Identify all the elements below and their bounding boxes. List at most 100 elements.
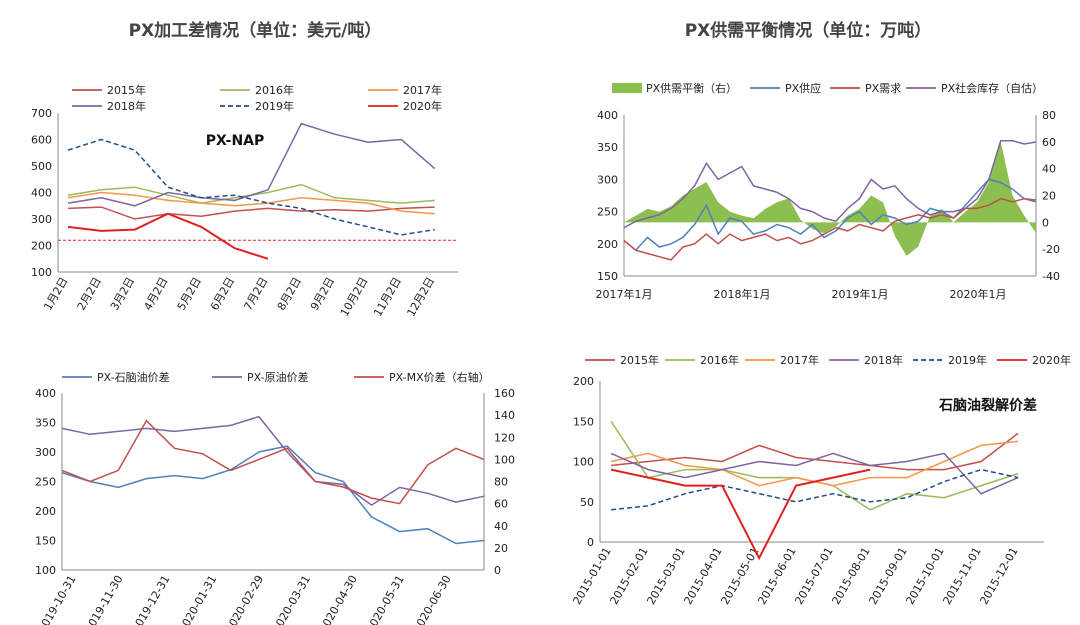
chart3-tick-label: 400 [35,387,56,400]
chart4-series-line [611,468,1019,511]
chart2-tick-label: 40 [1042,163,1056,176]
chart1-tick-label: 8月2日 [275,275,304,313]
chart2-tick-label: 150 [597,270,618,283]
chart3-tick-label: 2020-06-30 [411,573,454,625]
chart3-series-line [61,415,485,507]
chart3-legend-label: PX-MX价差（右轴） [389,370,490,384]
chart4-tick-label: 2015-08-01 [829,545,872,607]
chart3-tick-label: 2020-01-31 [176,573,219,625]
chart1-series-line [67,206,435,220]
chart4-legend-label: 2017年 [780,353,819,367]
chart3-tick-label: 200 [35,505,56,518]
chart1-tick-label: 5月2日 [175,275,204,313]
chart3-tick-label: 160 [494,387,515,400]
chart3-series-line [61,445,485,545]
chart4-tick-label: 2015-12-01 [977,545,1020,607]
chart4-legend-label: 2018年 [864,353,903,367]
chart3-tick-label: 2019-10-31 [35,573,78,625]
chart2-tick-label: 2019年1月 [832,287,889,301]
chart1-tick-label: 2月2日 [75,275,104,313]
chart3-tick-label: 250 [35,476,56,489]
chart2-tick-label: 60 [1042,136,1056,149]
chart4-tick-label: 2015-09-01 [866,545,909,607]
chart2-tick-label: 300 [597,173,618,186]
chart4-tick-label: 2015-07-01 [792,545,835,607]
chart2-tick-label: 2020年1月 [950,287,1007,301]
chart1-legend-label: 2015年 [107,83,146,97]
chart1-legend-label: 2016年 [255,83,294,97]
chart3-tick-label: 120 [494,431,515,444]
chart1-tick-label: 700 [31,107,52,120]
chart2-tick-label: -20 [1042,243,1060,256]
chart3-legend-label: PX-原油价差 [247,370,309,384]
chart3-tick-label: 2019-11-30 [82,573,125,625]
chart3-tick-label: 150 [35,535,56,548]
chart4-tick-label: 200 [573,375,594,388]
chart2-series-line [623,140,1037,229]
chart4-tick-label: 50 [580,496,594,509]
chart3-tick-label: 100 [494,453,515,466]
chart4-tick-label: 150 [573,415,594,428]
chart1-tick-label: 200 [31,240,52,253]
chart2-tick-label: 250 [597,206,618,219]
chart4-annotation: 石脑油裂解价差 [938,397,1037,414]
chart4-series-line [610,452,1019,495]
chart4-tick-label: 0 [587,536,594,549]
chart1-tick-label: 1月2日 [41,275,70,313]
chart2-area-series [624,141,1036,256]
chart3-tick-label: 20 [494,542,508,555]
chart2-tick-label: 2017年1月 [596,287,653,301]
chart1-legend-label: 2017年 [403,83,442,97]
chart2-tick-label: 0 [1042,216,1049,229]
chart1-title: PX加工差情况（单位：美元/吨） [129,20,382,41]
chart3-tick-label: 60 [494,498,508,511]
chart4-series-line [610,440,1019,487]
chart1-tick-label: 400 [31,187,52,200]
chart1-legend-label: 2018年 [107,99,146,113]
chart3-tick-label: 2020-04-30 [317,573,360,625]
chart2-series-line [623,178,1037,252]
chart3-tick-label: 2020-05-31 [364,573,407,625]
chart4-legend-label: 2016年 [700,353,739,367]
chart2-legend-label: PX社会库存（自估） [941,81,1043,95]
chart3-tick-label: 2019-12-31 [129,573,172,625]
chart4-series-line [610,468,871,561]
chart2-title: PX供需平衡情况（单位：万吨） [685,20,932,41]
chart1-series-line [67,191,435,215]
chart1-tick-label: 6月2日 [208,275,237,313]
chart2-tick-label: 2018年1月 [714,287,771,301]
chart4-tick-label: 2015-05-01 [718,545,761,607]
chart4-series-line [611,432,1019,471]
chart2-tick-label: 400 [597,109,618,122]
chart2-legend-swatch [612,83,642,93]
chart1-series-line [67,122,436,207]
chart1-tick-label: 11月2日 [371,275,404,319]
chart1-tick-label: 7月2日 [241,275,270,313]
chart1-tick-label: 4月2日 [141,275,170,313]
chart4-tick-label: 2015-03-01 [644,545,687,607]
chart1-tick-label: 500 [31,160,52,173]
chart2-tick-label: 80 [1042,109,1056,122]
chart2-tick-label: 20 [1042,190,1056,203]
chart1-tick-label: 9月2日 [308,275,337,313]
chart3-tick-label: 140 [494,409,515,422]
chart2-legend-label: PX供应 [785,81,821,95]
chart4-tick-label: 2015-10-01 [903,545,946,607]
chart1-series-line [67,212,269,260]
chart3-tick-label: 2020-03-31 [270,573,313,625]
chart2-legend-label: PX需求 [865,82,901,95]
chart1-tick-label: 10月2日 [338,275,371,319]
chart4-tick-label: 100 [573,456,594,469]
chart4-tick-label: 2015-02-01 [607,545,650,607]
chart2-tick-label: 350 [597,141,618,154]
chart4-legend-label: 2019年 [948,353,987,367]
chart2-series-line [623,197,1037,261]
chart4-legend-label: 2020年 [1032,353,1071,367]
chart3-tick-label: 80 [494,476,508,489]
chart4-tick-label: 2015-04-01 [681,545,724,607]
chart4-legend-label: 2015年 [620,353,659,367]
chart3-tick-label: 0 [494,564,501,577]
chart1-legend-label: 2020年 [403,99,442,113]
chart1-tick-label: 600 [31,134,52,147]
